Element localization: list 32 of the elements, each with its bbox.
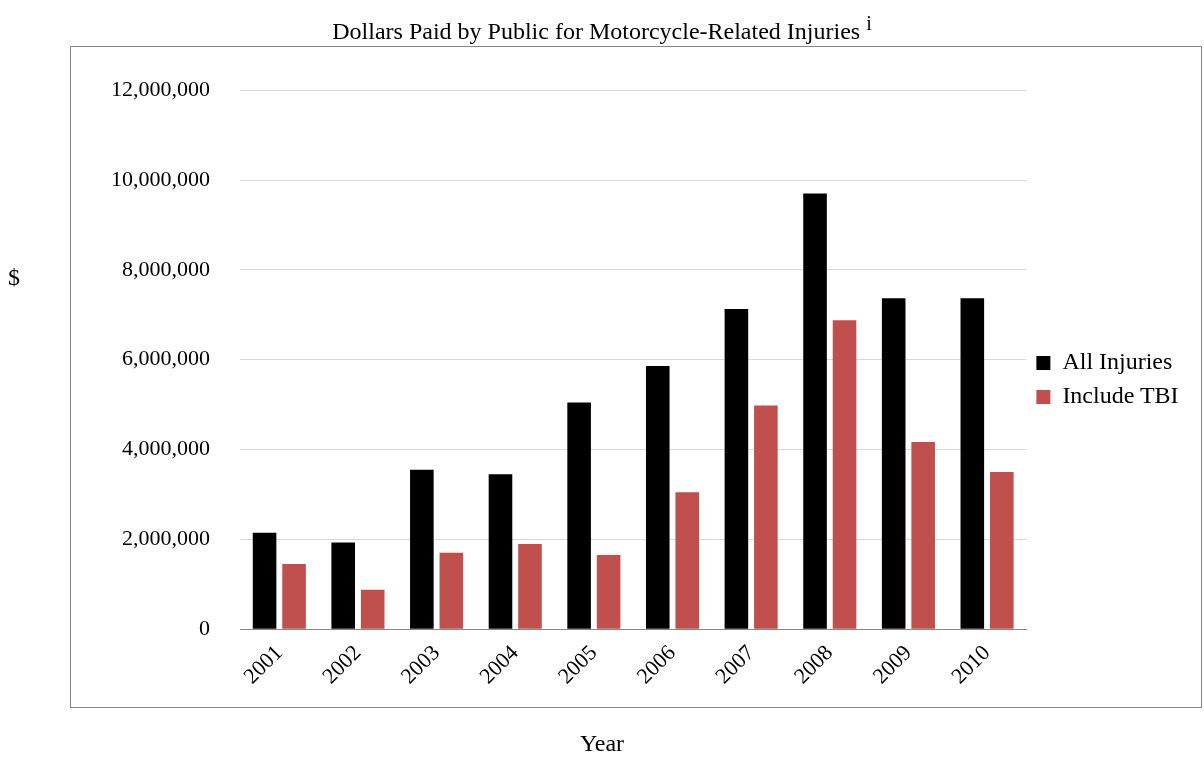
bar (724, 308, 749, 629)
bar (488, 474, 513, 629)
bar (803, 193, 827, 629)
y-tick-label: 12,000,000 (111, 75, 210, 101)
x-axis-title: Year (578, 730, 626, 757)
legend-label: All Injuries (1062, 348, 1173, 375)
y-tick-label: 8,000,000 (122, 255, 210, 281)
bar (410, 469, 434, 629)
bar (518, 543, 542, 629)
bar (596, 555, 621, 629)
y-axis-title: $ (8, 264, 20, 291)
chart-title: Dollars Paid by Public for Motorcycle-Related Injuries $^{i}$ (331, 12, 873, 45)
bar (360, 589, 385, 629)
bar (252, 532, 277, 629)
y-tick-label: 2,000,000 (122, 525, 210, 551)
y-tick-label: 10,000,000 (111, 165, 210, 191)
bar (645, 366, 670, 629)
bar (990, 472, 1014, 629)
bar (675, 492, 700, 629)
y-tick-label: 6,000,000 (122, 345, 210, 371)
y-tick-label: 4,000,000 (122, 435, 210, 461)
bar (911, 441, 935, 629)
bar (832, 320, 857, 629)
bar (754, 405, 778, 629)
legend-label: Include TBI (1062, 382, 1179, 409)
bar (331, 542, 356, 629)
bar (439, 552, 464, 629)
bar (960, 298, 985, 629)
bar (881, 298, 906, 629)
bar (282, 564, 306, 629)
y-tick-label: 0 (199, 615, 210, 640)
bar (567, 402, 591, 629)
